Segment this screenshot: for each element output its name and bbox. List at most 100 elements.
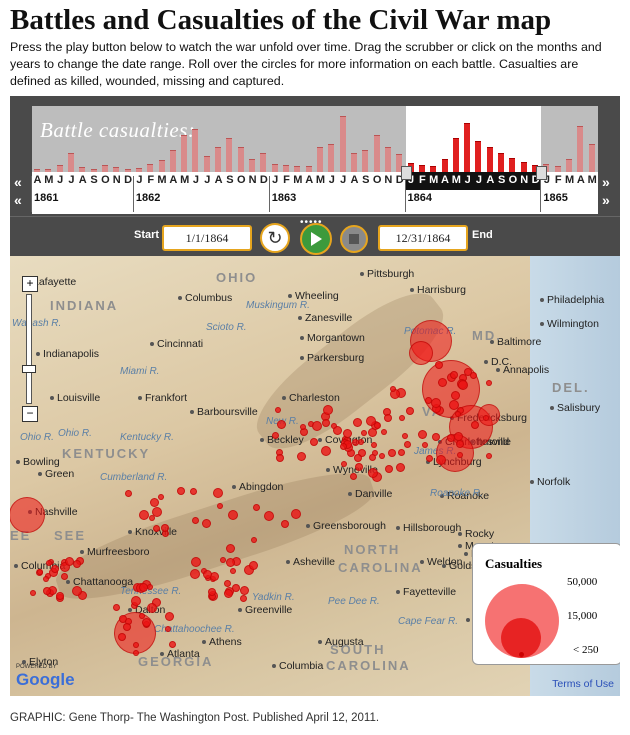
timeline-month[interactable]: F [419,174,426,186]
timeline-month[interactable]: D [531,174,540,186]
battle-circle[interactable] [403,440,411,448]
timeline-month[interactable]: A [78,174,87,186]
timeline-month[interactable]: A [169,174,178,186]
battle-circle[interactable] [37,569,44,576]
battle-circle[interactable] [397,449,405,457]
battle-circle[interactable] [59,561,70,572]
battle-circle[interactable] [357,438,364,445]
battle-circle[interactable] [157,494,164,501]
timeline-month[interactable]: O [508,174,518,186]
timeline-year[interactable]: 1863 [271,192,297,204]
timeline-year[interactable]: 1864 [407,192,433,204]
battle-circle[interactable] [451,391,461,400]
casualty-histogram[interactable]: Battle casualties: [32,106,598,172]
battle-circle[interactable] [432,432,441,441]
timeline-month[interactable]: M [451,174,461,186]
timeline-month[interactable]: M [587,174,597,186]
battle-circle[interactable] [153,525,161,533]
timeline-month[interactable]: M [564,174,575,186]
battle-circle[interactable] [478,404,500,426]
battle-circle[interactable] [30,589,37,596]
timeline-month[interactable]: J [192,174,200,186]
battle-circle[interactable] [422,441,429,448]
reload-icon[interactable]: ↻ [260,223,290,253]
zoom-out-button[interactable]: − [22,406,38,422]
battle-circle[interactable] [239,595,247,603]
battle-circle[interactable] [367,468,378,479]
battle-circle[interactable] [122,622,131,631]
battle-circle[interactable] [73,560,82,569]
battle-circle[interactable] [482,414,489,421]
battle-circle[interactable] [280,520,289,529]
timeline-month[interactable]: S [497,174,506,186]
battle-circle[interactable] [458,379,469,390]
selected-range[interactable] [405,106,542,172]
battle-circle[interactable] [371,441,378,448]
battle-circle[interactable] [486,452,493,459]
battle-circle[interactable] [207,588,216,597]
battle-circle[interactable] [72,586,83,597]
battle-circle[interactable] [240,585,250,595]
battle-circle[interactable] [130,595,141,606]
battle-circle[interactable] [117,632,126,641]
battle-circle[interactable] [251,537,258,544]
battle-circle[interactable] [485,379,492,386]
play-button[interactable] [300,223,332,255]
battle-circle[interactable] [399,414,406,421]
battle-circle[interactable] [139,612,146,619]
battle-circle[interactable] [168,641,176,649]
battle-circle[interactable] [340,443,347,451]
battle-circle[interactable] [383,414,392,423]
zoom-in-button[interactable]: + [22,276,38,292]
battle-circle[interactable] [435,454,446,465]
battle-circle[interactable] [309,438,318,447]
timeline-month[interactable]: N [248,174,257,186]
battle-circle[interactable] [141,618,151,628]
battle-circle[interactable] [132,649,139,656]
timeline-month[interactable]: N [520,174,529,186]
battle-circle[interactable] [225,543,235,553]
battle-circle[interactable] [425,454,433,462]
battle-circle[interactable] [243,565,254,576]
timeline-month[interactable]: D [259,174,268,186]
timeline-month[interactable]: J [328,174,335,186]
battle-circle[interactable] [202,569,212,579]
battle-circle[interactable] [349,472,357,480]
timeline-month[interactable]: J [407,174,415,186]
timeline-month[interactable]: J [464,174,471,186]
battle-circle[interactable] [343,428,353,438]
battle-circle[interactable] [455,411,462,418]
battle-circle[interactable] [161,523,170,532]
battle-circle[interactable] [133,642,140,649]
battle-circle[interactable] [147,583,154,590]
battle-circle[interactable] [435,360,444,369]
range-start-handle[interactable] [400,166,412,180]
battle-circle[interactable] [463,367,472,376]
timeline-month[interactable]: M [180,174,190,186]
battle-circle[interactable] [430,397,441,408]
battle-circle[interactable] [146,602,157,613]
battle-circle[interactable] [276,454,285,463]
battle-circle[interactable] [55,591,64,600]
google-logo[interactable]: Google [16,670,75,689]
battle-circle[interactable] [152,506,163,517]
timeline-month[interactable]: N [112,174,121,186]
timeline-month[interactable]: N [384,174,393,186]
timeline-month[interactable]: J [340,174,347,186]
battle-circle[interactable] [10,497,45,533]
timeline-year[interactable]: 1862 [135,192,161,204]
battle-circle[interactable] [322,405,333,416]
battle-circle[interactable] [223,588,233,598]
battle-circle[interactable] [456,451,463,458]
timeline-month[interactable]: F [283,174,290,186]
timeline-month[interactable]: M [157,174,167,186]
battle-circle[interactable] [124,489,132,497]
timeline-month[interactable]: S [90,174,98,186]
timeline-month[interactable]: D [124,174,133,186]
battle-circle[interactable] [449,371,458,380]
battle-circle[interactable] [387,449,396,458]
timeline-month[interactable]: J [136,174,143,186]
timeline-month[interactable]: O [101,174,110,186]
battle-circle[interactable] [264,510,275,521]
battle-circle[interactable] [368,454,376,462]
